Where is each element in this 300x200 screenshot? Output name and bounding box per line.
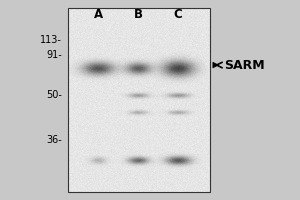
Text: 91-: 91- [46, 50, 62, 60]
Text: B: B [134, 7, 142, 21]
Text: SARM: SARM [224, 59, 265, 72]
Bar [68, 8, 210, 192]
Text: C: C [174, 7, 182, 21]
Text: 113-: 113- [40, 35, 62, 45]
Text: 50-: 50- [46, 90, 62, 100]
Text: A: A [93, 7, 103, 21]
Text: 36-: 36- [46, 135, 62, 145]
